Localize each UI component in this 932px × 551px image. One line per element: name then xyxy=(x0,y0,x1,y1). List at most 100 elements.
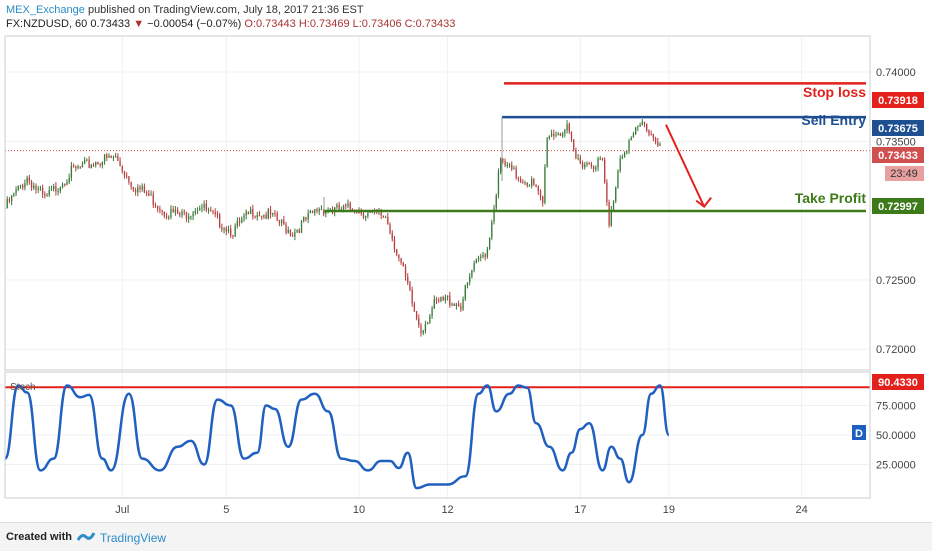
stoch-pane-frame xyxy=(4,371,871,499)
candle-body xyxy=(411,289,413,304)
candle-body xyxy=(292,235,294,237)
stoch-label: Stoch xyxy=(10,382,36,393)
countdown-text: 23:49 xyxy=(890,168,918,180)
candle-body xyxy=(61,184,64,188)
candle-body xyxy=(148,193,150,196)
candle-body xyxy=(66,181,68,185)
candle-body xyxy=(508,164,511,166)
candle-body xyxy=(320,209,323,211)
candle-body xyxy=(227,228,230,232)
candle-body xyxy=(486,248,489,257)
sell-entry-label: Sell Entry xyxy=(801,112,866,128)
candle-body xyxy=(79,166,81,168)
candle-body xyxy=(97,162,99,165)
candle-body xyxy=(546,138,548,167)
candle-body xyxy=(482,254,484,257)
candle-body xyxy=(22,185,24,188)
publisher-name[interactable]: MEX_Exchange xyxy=(6,4,85,16)
candle-body xyxy=(462,298,464,310)
footer: Created with TradingView xyxy=(0,522,932,551)
candle-body xyxy=(241,218,243,223)
price-candles[interactable] xyxy=(4,118,661,337)
candle-body xyxy=(232,235,234,237)
candle-body xyxy=(404,266,407,277)
stoch-line xyxy=(3,384,671,490)
candle-body xyxy=(429,315,431,323)
candle-body xyxy=(322,209,325,215)
candle-body xyxy=(137,187,139,193)
candle-body xyxy=(356,212,358,214)
candle-body xyxy=(446,295,449,298)
candle-body xyxy=(444,297,447,301)
candle-body xyxy=(318,209,320,212)
take-profit-label: Take Profit xyxy=(795,190,867,206)
candle-body xyxy=(455,303,458,307)
candle-body xyxy=(426,322,429,324)
candle-body xyxy=(121,166,123,172)
candle-body xyxy=(68,177,70,182)
candle-body xyxy=(86,159,88,161)
candle-body xyxy=(418,318,420,326)
take-profit-price-tag xyxy=(872,198,924,214)
candle-body xyxy=(528,185,531,187)
candle-body xyxy=(382,215,385,218)
candle-body xyxy=(615,187,617,202)
candle-body xyxy=(590,164,593,167)
candle-body xyxy=(555,135,557,137)
symbol-line: FX:NZDUSD, 60 0.73433 ▼ −0.00054 (−0.07%… xyxy=(6,18,455,30)
candle-body xyxy=(223,228,225,230)
candle-body xyxy=(238,221,241,223)
candle-body xyxy=(258,215,261,217)
price-tick-label: 0.72000 xyxy=(876,344,916,356)
stoch-tick-label: 25.0000 xyxy=(876,460,916,472)
candle-body xyxy=(276,213,278,221)
candle-body xyxy=(393,239,396,249)
candle-body xyxy=(72,165,75,167)
candle-body xyxy=(24,183,26,188)
candle-body xyxy=(610,209,612,226)
time-tick-label: 19 xyxy=(663,504,675,516)
candle-body xyxy=(513,168,515,170)
stoch-d-badge-text: D xyxy=(855,428,863,440)
candle-body xyxy=(57,191,59,193)
candle-body xyxy=(39,188,42,190)
candle-body xyxy=(143,186,146,193)
candle-body xyxy=(493,208,495,222)
candle-body xyxy=(575,149,577,159)
candle-body xyxy=(181,211,183,216)
candle-body xyxy=(469,276,471,283)
candle-body xyxy=(283,219,285,225)
candle-body xyxy=(480,256,482,258)
candle-body xyxy=(604,159,606,183)
candle-body xyxy=(342,205,345,210)
candle-body xyxy=(309,211,312,214)
candle-body xyxy=(249,208,252,214)
ohlc-values: O:0.73443 H:0.73469 L:0.73406 C:0.73433 xyxy=(241,18,456,30)
candle-body xyxy=(345,205,347,207)
candle-body xyxy=(561,133,564,136)
down-arrow-shaft xyxy=(665,124,706,208)
candle-body xyxy=(53,186,55,190)
candle-body xyxy=(99,164,101,166)
candle-body xyxy=(637,126,639,128)
stop-loss-price-text: 0.73918 xyxy=(878,95,918,107)
current-price-tag xyxy=(872,147,924,163)
candle-body xyxy=(581,163,584,168)
candle-body xyxy=(92,164,95,166)
tradingview-brand[interactable]: TradingView xyxy=(100,531,167,545)
candle-body xyxy=(369,211,371,213)
candle-body xyxy=(553,133,555,136)
candle-body xyxy=(438,300,440,302)
candle-body xyxy=(234,225,236,237)
candle-body xyxy=(81,163,84,167)
axes: 0.74000 0.73500 0.72500 0.72000 75.0000 50.00… xyxy=(4,35,916,516)
stoch-d-badge[interactable] xyxy=(852,425,866,440)
price-pane-frame xyxy=(4,35,871,371)
candle-body xyxy=(619,158,621,171)
candle-body xyxy=(64,184,66,186)
chart-canvas: 0.74000 0.73500 0.72500 0.72000 75.0000 50.00… xyxy=(3,35,924,516)
candle-body xyxy=(484,254,486,257)
candle-body xyxy=(83,160,86,164)
price-tick-label: 0.72500 xyxy=(876,275,916,287)
candle-body xyxy=(535,184,537,188)
